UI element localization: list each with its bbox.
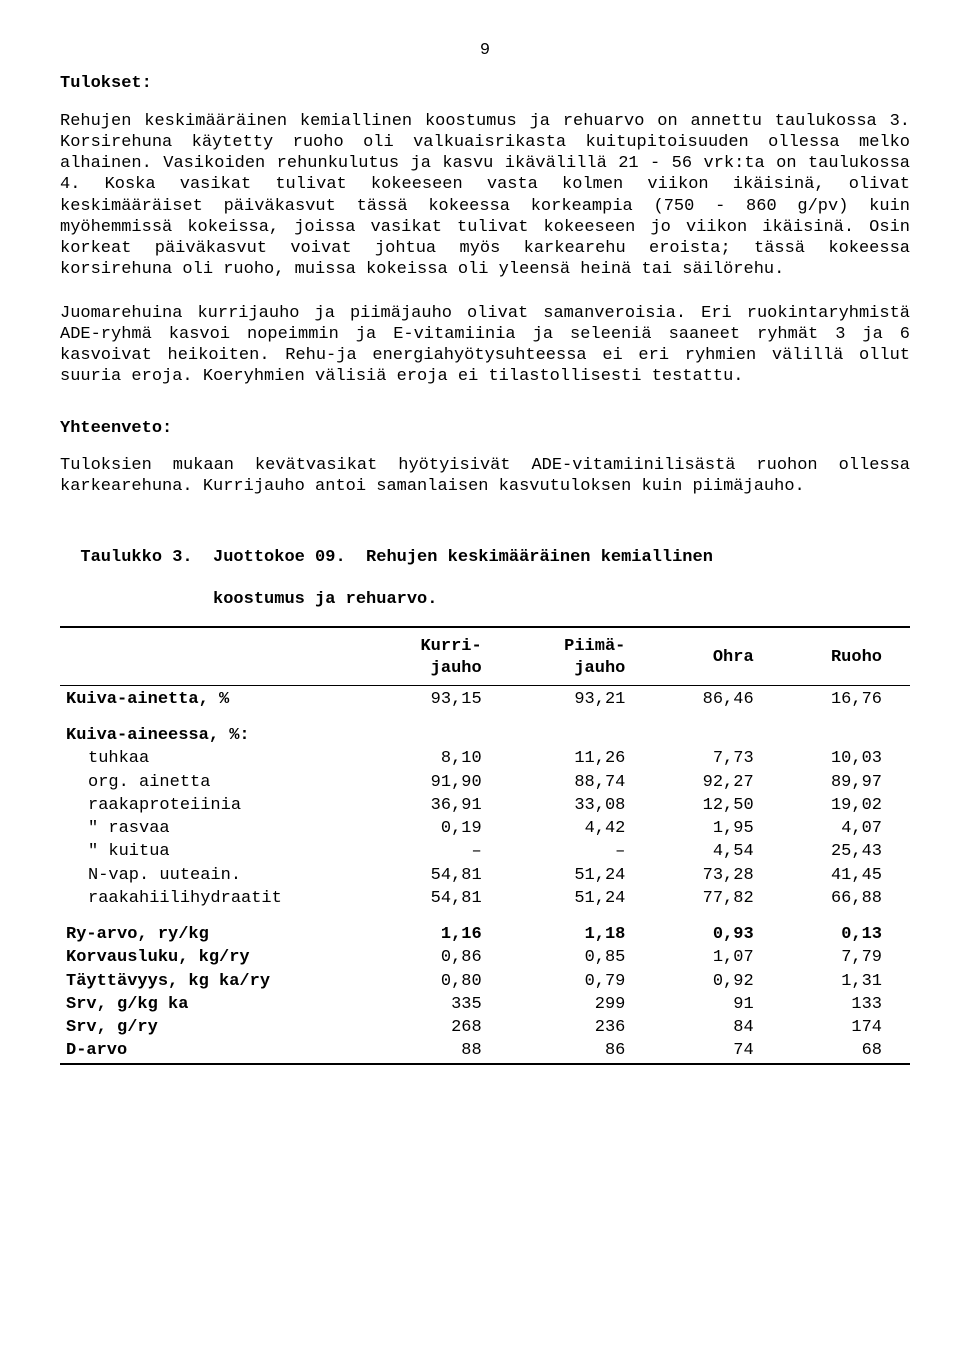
table-row: raakaproteiinia 36,91 33,08 12,50 19,02 [60, 794, 910, 817]
table-row: D-arvo 88 86 74 68 [60, 1039, 910, 1063]
row-label: raakaproteiinia [60, 794, 366, 817]
row-label: Kuiva-ainetta, % [60, 688, 366, 711]
page-number: 9 [60, 40, 910, 61]
table-row: org. ainetta 91,90 88,74 92,27 89,97 [60, 771, 910, 794]
table-row: N-vap. uuteain. 54,81 51,24 73,28 41,45 [60, 864, 910, 887]
row-label: Ry-arvo, ry/kg [60, 910, 366, 946]
heading-tulokset: Tulokset: [60, 73, 910, 94]
row-label: " rasvaa [60, 817, 366, 840]
table-row: " rasvaa 0,19 4,42 1,95 4,07 [60, 817, 910, 840]
row-label: N-vap. uuteain. [60, 864, 366, 887]
table-row: Srv, g/ry 268 236 84 174 [60, 1016, 910, 1039]
table-caption: Taulukko 3. Juottokoe 09. Rehujen keskim… [60, 525, 910, 610]
col-header-kurri: Kurri-jauho [366, 630, 510, 685]
row-label: org. ainetta [60, 771, 366, 794]
heading-yhteenveto: Yhteenveto: [60, 418, 910, 439]
row-label: D-arvo [60, 1039, 366, 1063]
col-header-piima: Piimä-jauho [510, 630, 654, 685]
row-label: Täyttävyys, kg ka/ry [60, 970, 366, 993]
table-header-row: Kurri-jauho Piimä-jauho Ohra Ruoho [60, 630, 910, 685]
row-label: tuhkaa [60, 747, 366, 770]
table-row: Täyttävyys, kg ka/ry 0,80 0,79 0,92 1,31 [60, 970, 910, 993]
paragraph-2: Juomarehuina kurrijauho ja piimäjauho ol… [60, 303, 910, 388]
row-label: Srv, g/ry [60, 1016, 366, 1039]
caption-line1: Taulukko 3. Juottokoe 09. Rehujen keskim… [80, 548, 713, 567]
table-row: Srv, g/kg ka 335 299 91 133 [60, 993, 910, 1016]
row-label: " kuitua [60, 840, 366, 863]
section-label: Kuiva-aineessa, %: [60, 711, 910, 747]
col-header-ruoho: Ruoho [782, 630, 910, 685]
table-row: Kuiva-ainetta, % 93,15 93,21 86,46 16,76 [60, 688, 910, 711]
data-table: Kurri-jauho Piimä-jauho Ohra Ruoho Kuiva… [60, 626, 910, 1066]
table-row: Korvausluku, kg/ry 0,86 0,85 1,07 7,79 [60, 946, 910, 969]
row-label: Srv, g/kg ka [60, 993, 366, 1016]
col-header-ohra: Ohra [653, 630, 781, 685]
row-label: Korvausluku, kg/ry [60, 946, 366, 969]
paragraph-3: Tuloksien mukaan kevätvasikat hyötyisivä… [60, 455, 910, 498]
paragraph-1: Rehujen keskimääräinen kemiallinen koost… [60, 111, 910, 281]
table-row: raakahiilihydraatit 54,81 51,24 77,82 66… [60, 887, 910, 910]
row-label: raakahiilihydraatit [60, 887, 366, 910]
caption-line2: koostumus ja rehuarvo. [80, 590, 437, 609]
table-row: tuhkaa 8,10 11,26 7,73 10,03 [60, 747, 910, 770]
table-section-row: Kuiva-aineessa, %: [60, 711, 910, 747]
table-row: " kuitua – – 4,54 25,43 [60, 840, 910, 863]
table-row: Ry-arvo, ry/kg 1,16 1,18 0,93 0,13 [60, 910, 910, 946]
